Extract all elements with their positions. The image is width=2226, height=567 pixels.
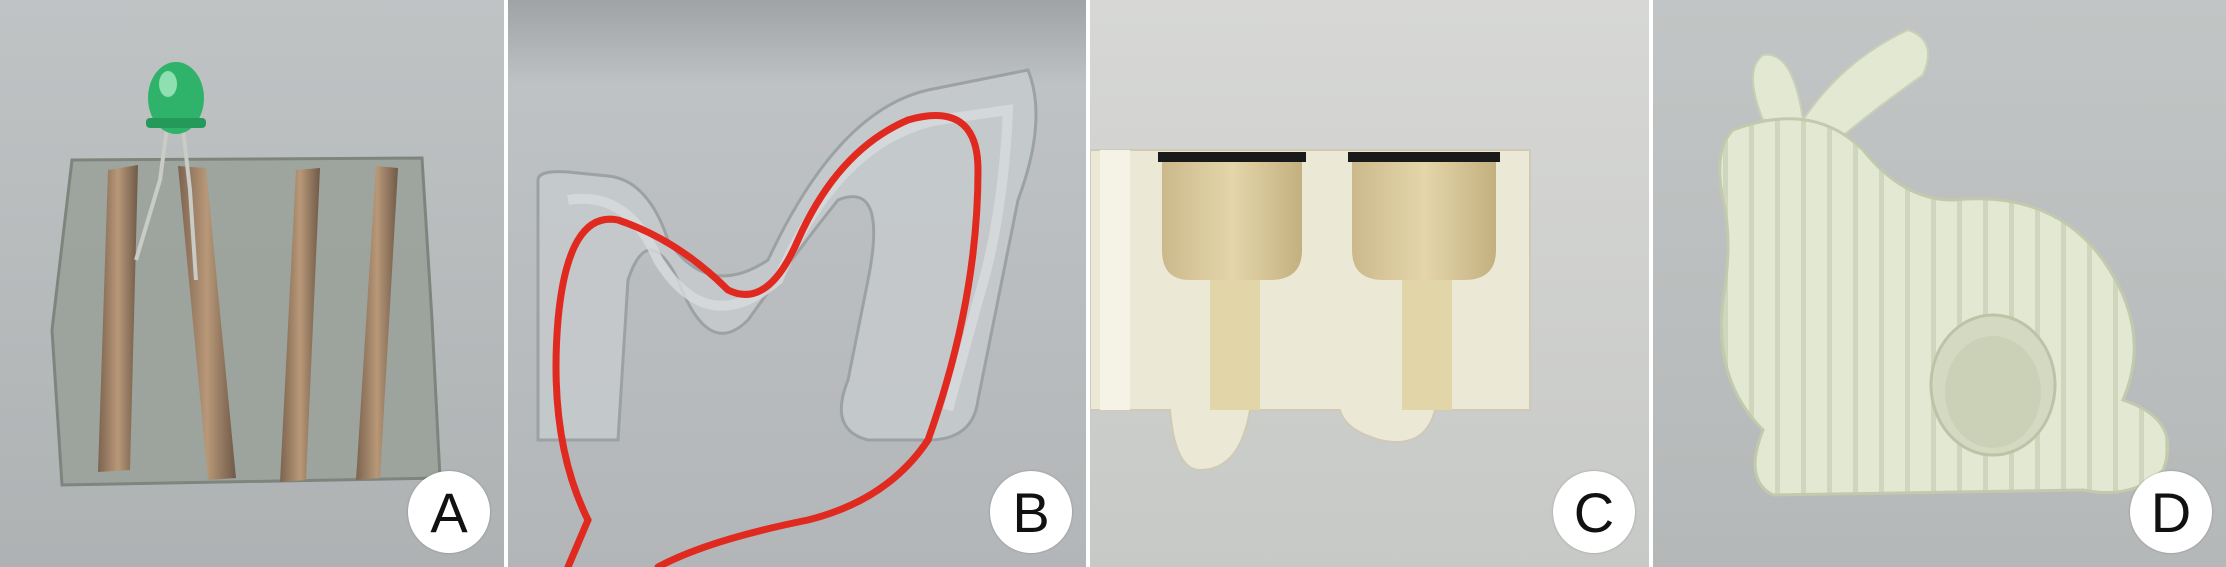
panel-d: D [1653, 0, 2226, 567]
red-wire [552, 112, 982, 567]
bunny-figure [1718, 28, 2170, 497]
panel-b-image [508, 0, 1086, 567]
panel-label-b: B [990, 471, 1072, 553]
panel-c: C [1090, 0, 1649, 567]
panel-d-image [1653, 0, 2226, 567]
cavity-right [1348, 152, 1500, 410]
circuit-board [52, 158, 440, 485]
led-icon [146, 62, 206, 134]
panel-a: A [0, 0, 504, 567]
panel-c-image [1090, 0, 1649, 567]
panel-b: B [508, 0, 1086, 567]
panel-label-d: D [2130, 471, 2212, 553]
panel-label-a: A [408, 471, 490, 553]
panel-label-c: C [1553, 471, 1635, 553]
cavity-left [1158, 152, 1306, 410]
led-leads [134, 119, 198, 281]
